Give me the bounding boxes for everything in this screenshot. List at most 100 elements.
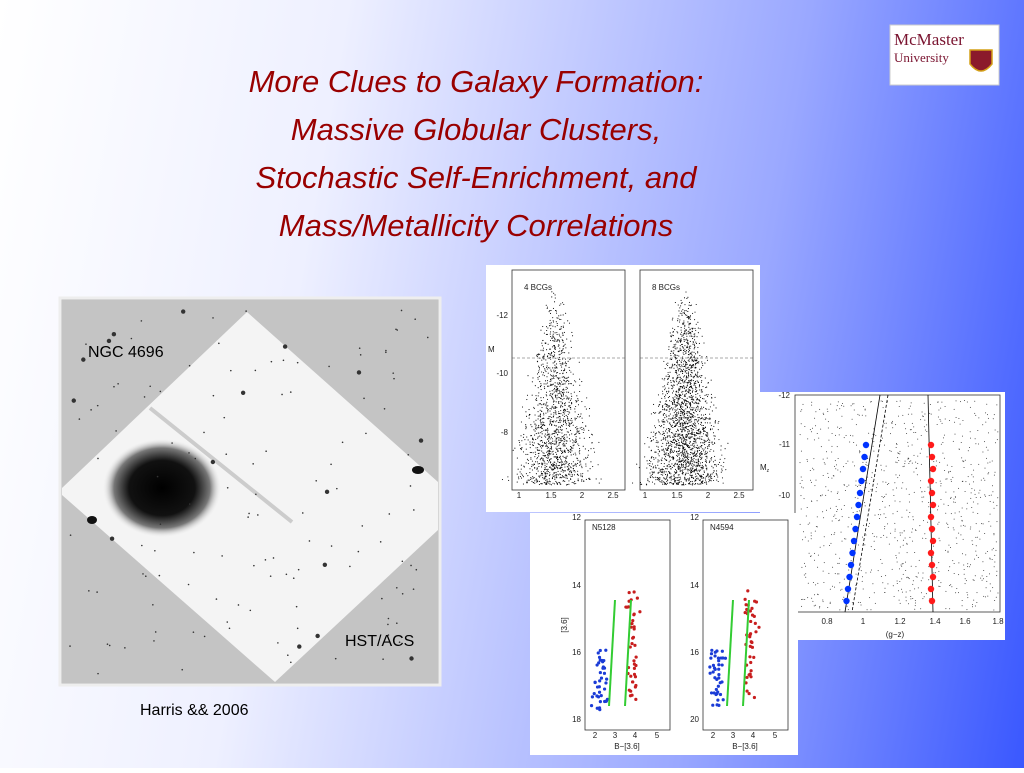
point: [559, 377, 561, 379]
point: [544, 443, 546, 445]
point: [541, 447, 543, 449]
point: [697, 327, 699, 329]
star: [382, 658, 384, 660]
point: [838, 573, 840, 575]
point: [682, 452, 684, 454]
point: [689, 335, 691, 337]
point: [681, 386, 683, 388]
point: [678, 393, 680, 395]
point: [552, 325, 554, 327]
point: [687, 342, 689, 344]
point: [677, 459, 679, 461]
point: [862, 588, 864, 590]
point: [569, 434, 571, 436]
point: [550, 464, 552, 466]
point: [693, 415, 695, 417]
point: [830, 542, 832, 544]
point: [683, 429, 685, 431]
point: [699, 469, 701, 471]
point: [683, 385, 685, 387]
point: [701, 380, 703, 382]
point: [686, 297, 688, 300]
point: [553, 336, 555, 338]
point: [700, 477, 702, 479]
point: [704, 464, 706, 466]
point: [917, 455, 919, 457]
point: [803, 531, 805, 533]
point: [695, 438, 697, 440]
point: [667, 448, 670, 450]
point: [843, 405, 845, 407]
point: [566, 466, 568, 468]
point: [683, 443, 685, 445]
point: [689, 441, 691, 443]
point: [678, 434, 680, 436]
point: [577, 404, 580, 406]
point: [578, 451, 580, 453]
point: [686, 417, 688, 419]
point: [961, 507, 963, 509]
point: [653, 431, 655, 433]
point: [832, 566, 834, 568]
point: [871, 476, 873, 478]
point: [713, 425, 715, 427]
star: [401, 592, 404, 595]
point: [684, 417, 686, 419]
point: [695, 464, 697, 466]
point: [679, 388, 681, 390]
point: [601, 666, 605, 670]
point: [679, 433, 681, 435]
point: [678, 466, 680, 468]
point: [953, 491, 955, 493]
point: [697, 357, 699, 359]
point: [570, 451, 572, 453]
point: [689, 469, 691, 471]
star: [400, 309, 403, 312]
point: [704, 453, 706, 455]
point: [575, 417, 577, 420]
point: [557, 377, 559, 379]
point: [684, 360, 686, 363]
point: [687, 461, 689, 463]
point: [530, 458, 532, 460]
point: [984, 494, 986, 496]
point: [689, 424, 691, 427]
point: [757, 625, 761, 629]
point: [545, 483, 547, 485]
point: [548, 424, 551, 426]
point: [632, 482, 634, 484]
point: [897, 457, 899, 459]
point: [563, 331, 566, 333]
point: [927, 477, 935, 485]
point: [682, 334, 684, 337]
point: [668, 477, 670, 479]
point: [961, 605, 963, 607]
point: [715, 649, 719, 653]
point: [929, 465, 937, 473]
point: [694, 385, 696, 387]
point: [674, 417, 676, 419]
point: [680, 424, 682, 426]
point: [686, 450, 688, 452]
point: [690, 471, 692, 473]
point: [522, 474, 524, 476]
point: [677, 326, 679, 328]
point: [698, 399, 700, 401]
point: [706, 395, 709, 398]
point: [556, 482, 558, 484]
point: [658, 479, 660, 481]
point: [689, 438, 691, 440]
point: [688, 478, 690, 480]
point: [982, 424, 984, 426]
point: [887, 483, 889, 485]
point: [702, 473, 704, 476]
point: [533, 442, 535, 444]
point: [567, 424, 569, 426]
point: [677, 396, 679, 398]
star: [228, 627, 231, 630]
point: [563, 402, 565, 405]
point: [696, 403, 698, 405]
point: [542, 444, 544, 446]
point: [694, 435, 696, 437]
point: [933, 461, 935, 463]
